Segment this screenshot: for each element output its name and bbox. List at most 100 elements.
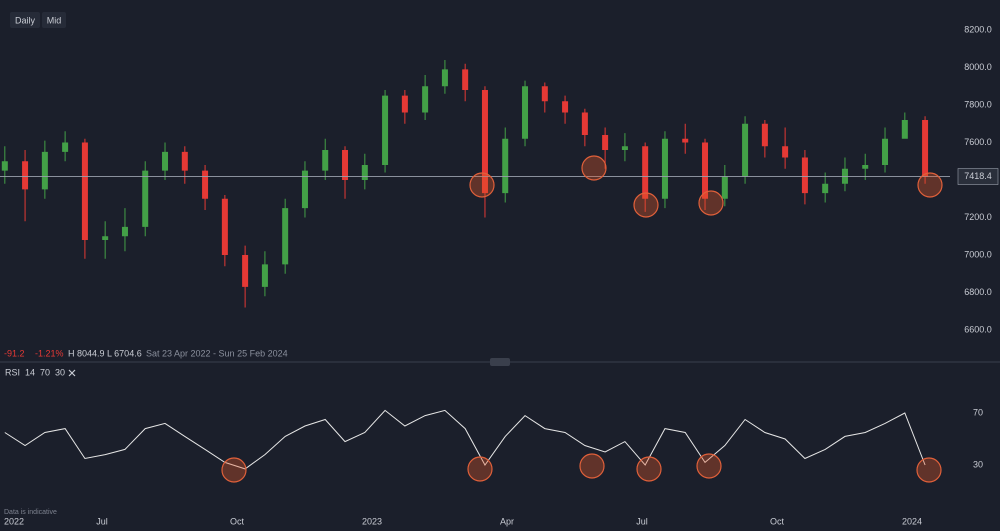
candle-body <box>242 255 249 287</box>
candle-body <box>721 176 728 199</box>
x-tick-label: Jul <box>96 516 108 526</box>
annotation-circle <box>579 453 605 479</box>
marks <box>0 60 950 470</box>
candle-body <box>702 142 709 199</box>
annotation-circle <box>469 172 495 198</box>
candle-body <box>801 157 808 194</box>
y-tick-label: 8200.0 <box>964 24 992 34</box>
candle-body <box>142 170 149 227</box>
candle-body <box>301 170 308 209</box>
candle-body <box>882 138 889 165</box>
annotation-circle <box>698 190 724 216</box>
rsi-param: 70 <box>40 367 50 377</box>
candle-body <box>761 123 768 147</box>
y-tick-label: 6600.0 <box>964 324 992 334</box>
candle-body <box>81 142 88 240</box>
candle-body <box>502 138 509 194</box>
annotation-circle <box>633 192 659 218</box>
y-tick-label: 7200.0 <box>964 212 992 222</box>
rsi-param: 14 <box>25 367 35 377</box>
x-tick-label: 2023 <box>362 516 382 526</box>
annotation-circle <box>467 456 493 482</box>
candle-body <box>162 151 169 171</box>
interval-label: Daily <box>15 15 36 25</box>
candle-body <box>522 86 529 139</box>
footer-note: Data is indicative <box>4 509 57 516</box>
candle-body <box>282 208 289 265</box>
annotation-circle <box>917 172 943 198</box>
candle-body <box>562 101 569 113</box>
x-tick-label: 2024 <box>902 516 922 526</box>
x-tick-label: Jul <box>636 516 648 526</box>
pane-handle[interactable] <box>490 358 510 366</box>
annotation-circle <box>636 456 662 482</box>
candle-body <box>422 86 429 113</box>
candle-body <box>22 161 29 190</box>
annotation-circle <box>916 457 942 483</box>
price-type-label: Mid <box>47 15 62 25</box>
rsi-line <box>4 409 926 470</box>
y-tick-label: 7600.0 <box>964 137 992 147</box>
candle-body <box>742 123 749 177</box>
candle-body <box>602 135 609 150</box>
candle-body <box>922 120 929 177</box>
candle-body <box>481 90 488 194</box>
candle-body <box>462 69 469 90</box>
last-price-label: 7418.4 <box>964 171 992 181</box>
candle-body <box>1 161 8 171</box>
candle-body <box>361 165 368 180</box>
x-tick-label: Apr <box>500 516 514 526</box>
candle-body <box>441 69 448 87</box>
y-tick-label: 6800.0 <box>964 287 992 297</box>
candle-body <box>682 138 689 143</box>
candle-body <box>401 95 408 113</box>
candle-body <box>342 150 349 180</box>
y-tick-label: 70 <box>973 407 983 417</box>
candle-body <box>782 146 789 158</box>
candle-body <box>41 151 48 190</box>
annotations <box>221 155 943 483</box>
annotation-circle <box>581 155 607 181</box>
candle-body <box>382 95 389 165</box>
last-price-box <box>957 168 999 185</box>
candle-body <box>862 165 869 169</box>
y-tick-label: 7800.0 <box>964 99 992 109</box>
x-start-label: 2022 <box>4 516 24 526</box>
candle-body <box>221 198 228 255</box>
candle-body <box>621 146 628 150</box>
candle-body <box>121 226 128 237</box>
rsi-name: RSI <box>5 367 20 377</box>
candle-body <box>642 146 649 199</box>
candle-body <box>102 236 109 240</box>
date-range: Sat 23 Apr 2022 - Sun 25 Feb 2024 <box>146 348 288 358</box>
close-icon[interactable] <box>68 369 76 377</box>
x-tick-label: Oct <box>770 516 785 526</box>
rsi-param: 30 <box>55 367 65 377</box>
labels: 6600.06800.07000.07200.07400.07600.07800… <box>4 24 999 526</box>
y-tick-label: 8000.0 <box>964 62 992 72</box>
candle-body <box>661 138 668 199</box>
candle-body <box>181 151 188 171</box>
candle-body <box>202 170 209 199</box>
candle-body <box>901 120 908 139</box>
y-tick-label: 7000.0 <box>964 249 992 259</box>
candle-body <box>822 183 829 194</box>
change-pct: -1.21% <box>35 348 64 358</box>
low-stat: L 6704.6 <box>107 348 142 358</box>
x-tick-label: Oct <box>230 516 245 526</box>
change: -91.2 <box>4 348 25 358</box>
annotation-circle <box>696 453 722 479</box>
high-stat: H 8044.9 <box>68 348 105 358</box>
candle-body <box>581 112 588 135</box>
annotation-circle <box>221 457 247 483</box>
candle-body <box>261 264 268 287</box>
interval-button[interactable] <box>10 12 40 28</box>
candle-body <box>62 142 69 152</box>
candle-body <box>541 86 548 102</box>
candle-body <box>322 150 329 171</box>
y-tick-label: 30 <box>973 459 983 469</box>
price-type-button[interactable] <box>42 12 66 28</box>
